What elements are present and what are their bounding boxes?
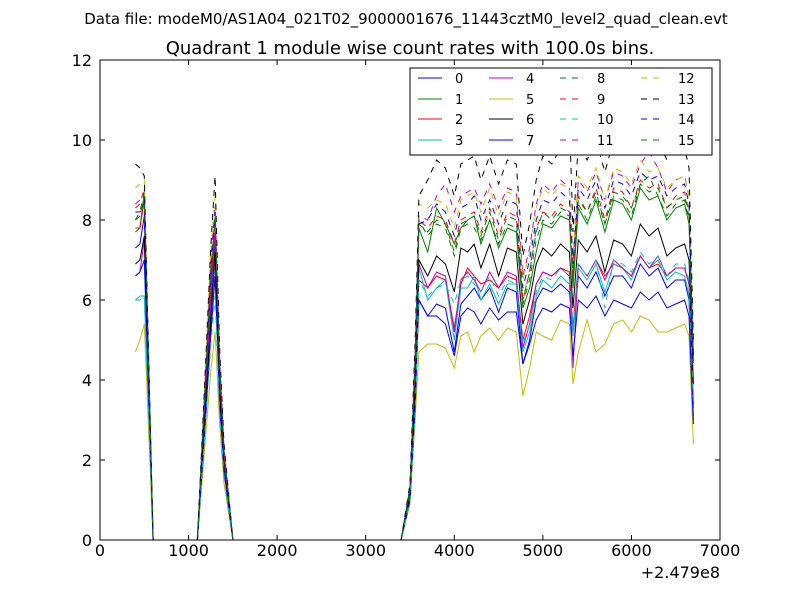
legend-entry-1: 1 (418, 93, 463, 108)
legend-entry-3: 3 (418, 134, 463, 149)
y-tick-labels: 0 2 4 6 8 10 12 (72, 51, 92, 550)
series-layer (134, 115, 694, 541)
x-tick-label: 5000 (522, 541, 563, 560)
legend-label: 9 (597, 93, 605, 108)
legend-label: 1 (455, 93, 463, 108)
legend-entry-13: 13 (641, 93, 695, 108)
legend-entry-12: 12 (641, 72, 695, 87)
series-line-14 (135, 171, 694, 541)
y-tick-label: 6 (82, 291, 92, 310)
x-tick-label: 6000 (611, 541, 652, 560)
legend-label: 6 (526, 113, 534, 128)
legend-entry-2: 2 (418, 113, 463, 128)
y-tick-label: 2 (82, 451, 92, 470)
series-line-15 (135, 183, 694, 541)
legend-label: 10 (597, 113, 614, 128)
legend-entry-5: 5 (489, 93, 534, 108)
x-tick-labels: 0 1000 2000 3000 4000 5000 6000 7000 (95, 541, 740, 560)
plot-frame (99, 59, 721, 541)
x-tick-label: 1000 (168, 541, 209, 560)
legend-entry-10: 10 (560, 113, 614, 128)
legend-label: 7 (526, 134, 534, 149)
series-line-10 (135, 251, 694, 541)
legend-entry-4: 4 (489, 72, 534, 87)
legend-entry-7: 7 (489, 134, 534, 149)
legend-label: 12 (678, 72, 695, 87)
legend-entry-15: 15 (641, 134, 695, 149)
legend-entry-9: 9 (560, 93, 605, 108)
y-tick-label: 8 (82, 211, 92, 230)
x-tick-label: 2000 (257, 541, 298, 560)
legend-label: 4 (526, 72, 534, 87)
x-tick-label: 7000 (700, 541, 741, 560)
series-line-11 (135, 151, 694, 541)
legend-entry-11: 11 (560, 134, 614, 149)
suptitle: Data file: modeM0/AS1A04_021T02_90000016… (84, 10, 728, 29)
series-line-5 (134, 315, 694, 541)
legend-label: 2 (455, 113, 463, 128)
legend-label: 3 (455, 134, 463, 149)
legend-label: 15 (678, 134, 695, 149)
y-tick-label: 10 (72, 131, 92, 150)
legend-entry-14: 14 (641, 113, 695, 128)
legend-entry-0: 0 (418, 72, 463, 87)
legend-label: 5 (526, 93, 534, 108)
x-tick-label: 3000 (345, 541, 386, 560)
legend-label: 13 (678, 93, 695, 108)
legend-label: 8 (597, 72, 605, 87)
legend-entry-8: 8 (560, 72, 605, 87)
legend-label: 14 (678, 113, 695, 128)
x-offset-label: +2.479e8 (641, 563, 720, 582)
x-tick-label: 0 (95, 541, 105, 560)
legend-label: 11 (597, 134, 614, 149)
x-tick-label: 4000 (434, 541, 475, 560)
legend-entry-6: 6 (489, 113, 534, 128)
legend-label: 0 (455, 72, 463, 87)
y-tick-label: 4 (82, 371, 92, 390)
y-tick-label: 0 (82, 531, 92, 550)
chart-title: Quadrant 1 module wise count rates with … (166, 38, 655, 59)
y-tick-label: 12 (72, 51, 92, 70)
